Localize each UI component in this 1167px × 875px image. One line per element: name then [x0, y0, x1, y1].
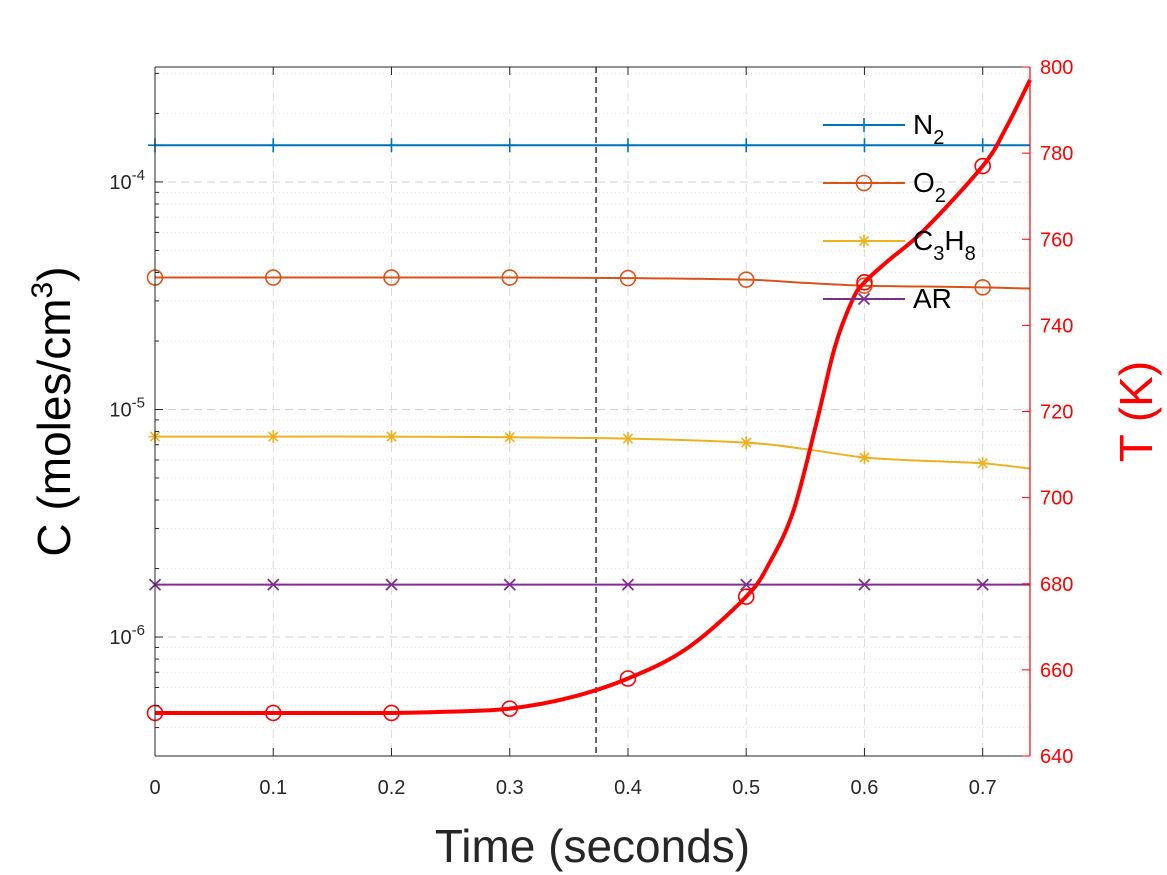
x-tick-label: 0.4: [614, 777, 642, 799]
marker-circle: [855, 174, 873, 192]
tick-base: 10: [109, 627, 131, 649]
tick-exponent: -6: [132, 622, 145, 639]
legend-label-part-0: O: [913, 167, 935, 198]
marker-x: [267, 578, 280, 591]
y-right-tick-label: 800: [1040, 57, 1073, 79]
marker-x: [976, 578, 989, 591]
y-right-tick-label: 780: [1040, 143, 1073, 165]
marker-asterisk: [386, 431, 397, 442]
y-right-tick-label: 700: [1040, 488, 1073, 510]
legend-label-part-1: 2: [933, 127, 944, 149]
y-right-tick-label: 680: [1040, 574, 1073, 596]
y-right-tick-label: 720: [1040, 402, 1073, 424]
x-tick-label: 0.2: [378, 777, 406, 799]
y-left-axis-label: C (moles/cm3): [26, 266, 80, 556]
marker-circle: [737, 588, 755, 605]
series-line: [155, 79, 1032, 716]
legend-label-part-0: AR: [913, 283, 952, 314]
y-right-tick-label: 740: [1040, 315, 1073, 337]
tick-base: 10: [109, 399, 131, 421]
marker-circle: [383, 704, 400, 722]
legend-label: C3H8: [913, 225, 976, 265]
y-right-tick-label: 640: [1040, 746, 1073, 768]
marker-x: [385, 578, 398, 591]
y-left-tick-label: 10-5: [109, 394, 145, 421]
marker-x: [857, 292, 871, 306]
marker-asterisk: [504, 432, 515, 443]
x-axis-label: Time (seconds): [435, 820, 750, 872]
x-tick-label: 0.1: [259, 777, 287, 799]
legend-label-part-0: C: [913, 225, 933, 256]
series-line: [155, 276, 1031, 290]
y-left-label-part-2: ): [28, 266, 80, 281]
marker-asterisk: [268, 431, 279, 442]
marker-x: [858, 578, 871, 591]
marker-asterisk: [859, 452, 870, 463]
x-tick-label: 0.3: [496, 777, 524, 799]
legend-label-part-1: 3: [933, 243, 944, 265]
legend-label-part-0: N: [913, 109, 933, 140]
marker-asterisk: [858, 235, 870, 247]
legend-label: AR: [913, 283, 952, 314]
tick-exponent: -5: [132, 394, 145, 411]
series-line-group: [155, 276, 1031, 290]
marker-circle: [264, 704, 282, 722]
marker-asterisk: [622, 433, 634, 444]
marker-asterisk: [741, 437, 752, 448]
marker-circle: [974, 279, 992, 296]
y-left-tick-label: 10-6: [109, 622, 145, 649]
marker-asterisk: [977, 458, 988, 469]
y-right-axis-label: T (K): [1110, 361, 1162, 462]
marker-circle: [383, 269, 400, 286]
tick-exponent: -4: [132, 167, 145, 184]
series-2: [148, 430, 1031, 470]
series-line-group: [155, 435, 1031, 470]
marker-x: [740, 578, 753, 591]
y-left-tick-label: 10-4: [109, 167, 145, 194]
series-line: [155, 435, 1031, 470]
legend-label-part-3: 8: [965, 243, 976, 265]
marker-circle: [974, 157, 992, 175]
x-tick-label: 0.5: [732, 777, 760, 799]
grid: [154, 67, 1030, 757]
marker-circle: [501, 269, 519, 286]
x-tick-label: 0.6: [851, 777, 879, 799]
marker-circle: [501, 700, 519, 717]
y-right-tick-label: 660: [1040, 660, 1073, 682]
tick-base: 10: [109, 172, 131, 194]
series-line-group: [155, 79, 1032, 716]
marker-x: [503, 578, 516, 591]
y-right-tick-label: 760: [1040, 229, 1073, 251]
legend-label: O2: [913, 167, 946, 207]
y-left-label-part-1: 3: [26, 282, 59, 299]
marker-x: [621, 578, 635, 591]
marker-circle: [856, 274, 873, 291]
marker-circle: [737, 271, 755, 288]
x-tick-label: 0.7: [969, 777, 997, 799]
marker-circle: [619, 269, 637, 287]
marker-circle: [264, 269, 282, 286]
plot-area: [155, 67, 1030, 756]
x-tick-label: 0: [149, 777, 160, 799]
marker-circle: [619, 670, 637, 687]
y-left-label-part-0: C (moles/cm: [28, 298, 80, 556]
axes: 0 0.1 0.2 0.3 0.4 0.5 0.6 0.710-610-510-4640660…: [109, 57, 1073, 799]
legend-label-part-1: 2: [935, 185, 946, 207]
series-1: [146, 269, 1031, 296]
legend-label-part-2: H: [944, 225, 964, 256]
legend-label: N2: [913, 109, 944, 149]
